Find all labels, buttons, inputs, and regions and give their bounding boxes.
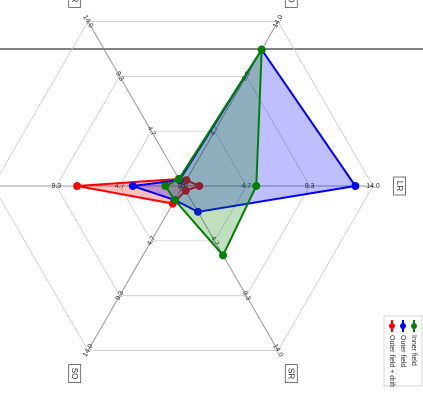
axis-label-ir: IR (68, 0, 82, 8)
tick-label-ir-0: 0.0 (177, 180, 188, 192)
legend-marker-outer-field (400, 323, 406, 329)
axis-label-text-so: SO (70, 368, 79, 380)
point-outer-field-drift-io (182, 176, 191, 185)
tick-label-lr-0: 0.0 (178, 183, 188, 190)
point-outer-field-mr (128, 182, 137, 190)
axis-label-box-io (284, 0, 298, 8)
legend-marker-inner-field (411, 323, 417, 329)
tick-label-so-0: 0.0 (178, 180, 189, 192)
tick-label-mr-2: 9.3 (51, 183, 61, 190)
axis-label-box-lr (393, 176, 407, 196)
legend-text-inner-field: Inner field (410, 335, 417, 366)
axis-labels: LRIOIRMRSOSR (68, 0, 407, 383)
axis-label-box-so (68, 364, 82, 383)
axis-label-text-lr: LR (395, 181, 404, 191)
axis-label-text-ir: IR (70, 0, 79, 3)
point-outer-field-lr (351, 182, 360, 190)
axis-label-lr: LR (393, 176, 407, 196)
point-outer-field-drift-lr (195, 182, 204, 190)
point-inner-field-lr (252, 182, 261, 190)
tick-label-ir-2: 9.3 (114, 71, 125, 83)
legend-frame (383, 315, 423, 387)
tick-label-so-2: 9.3 (114, 290, 125, 302)
legend-marker-outer-field-drift (389, 323, 395, 329)
spoke-so (87, 185, 184, 351)
series-area-inner-field (163, 46, 263, 258)
tick-label-ir-1: 4.7 (146, 125, 157, 137)
axis-label-box-ir (68, 0, 82, 8)
tick-label-lr-1: 4.7 (241, 183, 251, 190)
tick-label-sr-1: 4.7 (209, 235, 220, 247)
legend-text-outer-field-drift: Outer field + drift (388, 335, 395, 387)
point-outer-field-sr (193, 207, 202, 216)
legend-text-outer-field: Outer field (399, 335, 406, 367)
tick-label-lr-3: 14.0 (366, 183, 380, 190)
tick-label-so-1: 4.7 (146, 235, 157, 247)
point-outer-field-drift-mr (73, 182, 82, 190)
axis-label-io: IO (284, 0, 298, 8)
axis-label-sr: SR (284, 364, 298, 383)
spoke-ir (87, 21, 184, 187)
tick-label-io-1: 4.7 (209, 125, 220, 137)
legend: Outer field + drift Outer field Inner fiel… (383, 315, 423, 387)
tick-label-mr-1: 4.7 (115, 183, 125, 190)
axis-label-so: SO (68, 364, 82, 383)
point-inner-field-sr (219, 251, 228, 260)
axis-label-box-sr (284, 364, 298, 383)
tick-label-io-3: 14.0 (272, 14, 285, 29)
legend-box: Outer field + drift Outer field Inner fiel… (383, 315, 423, 387)
tick-label-io-2: 9.3 (241, 70, 252, 82)
tick-label-io-0: 0.0 (178, 180, 189, 192)
point-inner-field-io (257, 45, 266, 54)
tick-label-lr-2: 9.3 (305, 183, 315, 190)
tick-label-sr-2: 9.3 (241, 290, 252, 302)
tick-label-sr-0: 0.0 (177, 180, 188, 192)
point-inner-field-ir (174, 174, 183, 183)
point-inner-field-so (170, 196, 179, 205)
axis-label-text-io: IO (287, 0, 296, 3)
tick-label-ir-3: 14.0 (81, 14, 94, 29)
tick-label-mr-0: 0.0 (178, 183, 188, 190)
point-outer-field-drift-sr (181, 186, 190, 195)
data-series (73, 45, 360, 260)
axis-label-text-sr: SR (287, 368, 296, 379)
point-inner-field-mr (161, 182, 170, 190)
